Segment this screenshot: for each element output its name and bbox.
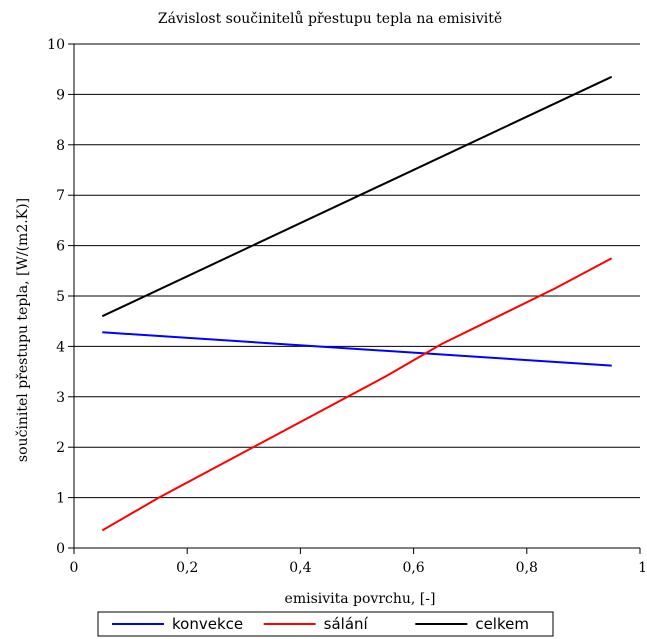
x-tick-label: 0,8 (516, 560, 538, 576)
y-tick-labels: 0 1 2 3 4 5 6 7 8 9 10 (47, 37, 65, 557)
y-axis-label: součinitel přestupu tepla, [W/(m2.K)] (15, 198, 31, 462)
legend-label: konvekce (172, 615, 243, 633)
y-tick-label: 9 (56, 87, 65, 103)
x-tick-label: 0,6 (402, 560, 424, 576)
series-line-sálání (101, 257, 613, 532)
grid-lines (74, 43, 640, 499)
y-tick-label: 2 (56, 440, 65, 456)
y-tick-label: 6 (56, 239, 65, 255)
series-lines (101, 75, 613, 532)
chart-title: Závislost součinitelů přestupu tepla na … (158, 10, 502, 27)
legend-box (97, 611, 554, 637)
x-tick-label: 0,4 (289, 560, 311, 576)
x-axis-label: emisivita povrchu, [-] (285, 591, 436, 607)
x-tick-label: 0 (70, 560, 79, 576)
y-tick-label: 7 (56, 188, 65, 204)
legend-label: celkem (475, 615, 529, 633)
y-tick-label: 5 (56, 289, 65, 305)
y-tick-label: 10 (47, 37, 65, 53)
y-tick-label: 0 (56, 541, 65, 557)
y-tick-label: 3 (56, 390, 65, 406)
series-line-konvekce (102, 331, 612, 367)
y-tick-label: 4 (56, 339, 65, 355)
x-tick-label: 1 (638, 560, 647, 576)
y-tick-label: 1 (56, 491, 65, 507)
x-tick-labels: 0 0,2 0,4 0,6 0,8 1 (70, 560, 647, 576)
legend: konvekce sálání celkem (97, 611, 554, 637)
x-tick-label: 0,2 (176, 560, 198, 576)
series-line-celkem (101, 75, 613, 318)
y-tick-label: 8 (56, 138, 65, 154)
axes (68, 43, 641, 554)
legend-label: sálání (324, 615, 369, 633)
